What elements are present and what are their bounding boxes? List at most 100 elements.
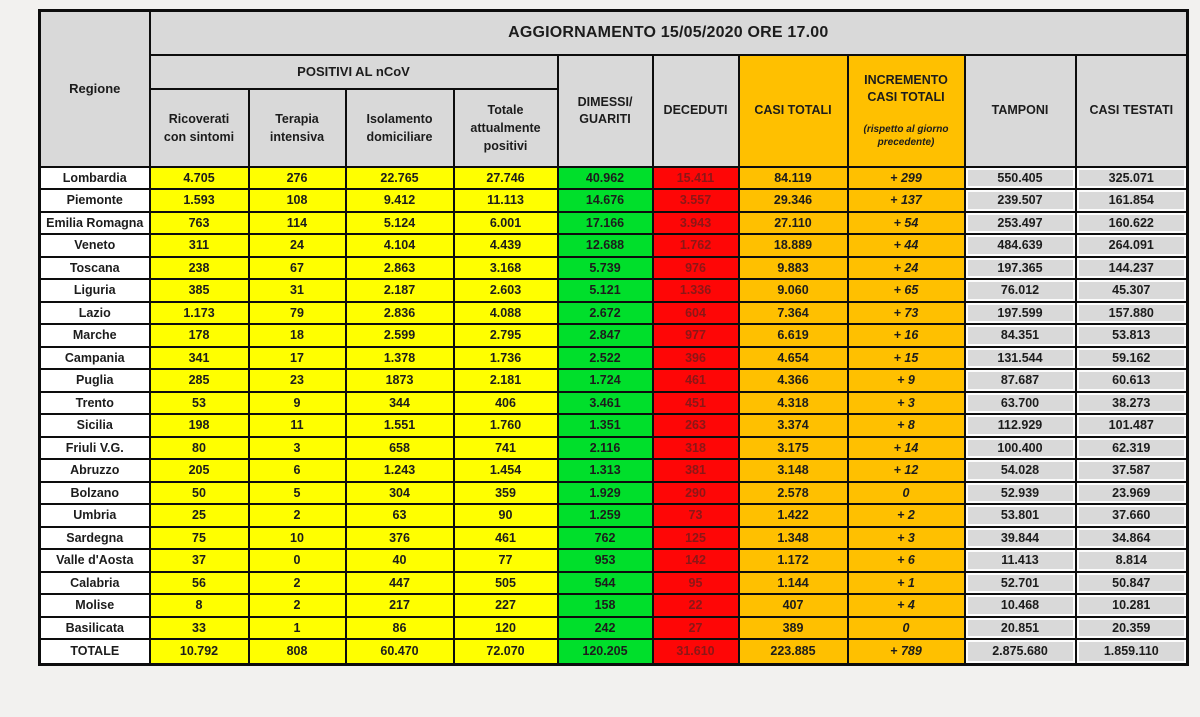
cell-deceduti: 451 xyxy=(651,390,740,416)
cell-isolamento: 2.863 xyxy=(344,255,455,281)
region-name-cell: Puglia xyxy=(38,368,151,393)
cell-incremento: + 12 xyxy=(846,458,966,483)
cell-ricoverati: 385 xyxy=(148,278,250,303)
cell-dimessi-guariti: 242 xyxy=(556,615,654,641)
cell-tamponi: 39.844 xyxy=(963,525,1077,551)
cell-terapia-intensiva: 276 xyxy=(247,165,347,191)
cell-totale-positivi: 77 xyxy=(452,548,559,573)
cell-totale-positivi: 2.181 xyxy=(452,368,559,393)
cell-isolamento: 1.243 xyxy=(344,458,455,483)
cell-casi-testati: 59.162 xyxy=(1074,345,1189,371)
cell-incremento: + 54 xyxy=(846,210,966,236)
cell-dimessi-guariti: 1.259 xyxy=(556,503,654,528)
column-header-isolamento: Isolamento domiciliare xyxy=(344,88,455,168)
cell-isolamento: 9.412 xyxy=(344,188,455,213)
cell-isolamento: 304 xyxy=(344,480,455,506)
region-name-cell: Abruzzo xyxy=(38,458,151,483)
cell-casi-testati: 144.237 xyxy=(1074,255,1189,281)
cell-dimessi-guariti: 1.929 xyxy=(556,480,654,506)
region-name-cell: Toscana xyxy=(38,255,151,281)
cell-tamponi: 63.700 xyxy=(963,390,1077,416)
cell-casi-testati: 60.613 xyxy=(1074,368,1189,393)
cell-incremento: + 6 xyxy=(846,548,966,573)
cell-dimessi-guariti: 2.522 xyxy=(556,345,654,371)
cell-ricoverati: 75 xyxy=(148,525,250,551)
cell-incremento: + 3 xyxy=(846,525,966,551)
cell-casi-totali: 1.172 xyxy=(737,548,849,573)
region-name-cell: Umbria xyxy=(38,503,151,528)
cell-dimessi-guariti: 1.313 xyxy=(556,458,654,483)
cell-totale-positivi: 359 xyxy=(452,480,559,506)
cell-deceduti: 604 xyxy=(651,300,740,326)
cell-isolamento: 60.470 xyxy=(344,638,455,666)
table-row: Sicilia 198 11 1.551 1.760 1.351 263 3.374 + 8 11… xyxy=(38,413,1189,438)
cell-deceduti: 22 xyxy=(651,593,740,618)
cell-deceduti: 381 xyxy=(651,458,740,483)
cell-tamponi: 484.639 xyxy=(963,233,1077,258)
table-row: Friuli V.G. 80 3 658 741 2.116 318 3.175 + 14 100… xyxy=(38,435,1189,461)
cell-totale-positivi: 1.736 xyxy=(452,345,559,371)
region-name-cell: Piemonte xyxy=(38,188,151,213)
cell-casi-testati: 160.622 xyxy=(1074,210,1189,236)
cell-isolamento: 447 xyxy=(344,570,455,596)
cell-terapia-intensiva: 18 xyxy=(247,323,347,348)
cell-incremento: + 16 xyxy=(846,323,966,348)
cell-isolamento: 86 xyxy=(344,615,455,641)
cell-tamponi: 54.028 xyxy=(963,458,1077,483)
cell-totale-positivi: 3.168 xyxy=(452,255,559,281)
cell-isolamento: 344 xyxy=(344,390,455,416)
cell-tamponi: 197.365 xyxy=(963,255,1077,281)
cell-totale-positivi: 1.454 xyxy=(452,458,559,483)
column-header-dimessi-guariti: DIMESSI/ GUARITI xyxy=(556,53,654,168)
table-row: Veneto 311 24 4.104 4.439 12.688 1.762 18.889 + … xyxy=(38,233,1189,258)
cell-deceduti: 27 xyxy=(651,615,740,641)
region-name-cell: Sardegna xyxy=(38,525,151,551)
cell-casi-totali: 6.619 xyxy=(737,323,849,348)
region-name-cell: Campania xyxy=(38,345,151,371)
region-name-cell: Lombardia xyxy=(38,165,151,191)
cell-dimessi-guariti: 3.461 xyxy=(556,390,654,416)
cell-ricoverati: 1.173 xyxy=(148,300,250,326)
table-row: Lombardia 4.705 276 22.765 27.746 40.962 15.41… xyxy=(38,165,1189,191)
cell-terapia-intensiva: 9 xyxy=(247,390,347,416)
cell-casi-totali: 4.366 xyxy=(737,368,849,393)
cell-terapia-intensiva: 79 xyxy=(247,300,347,326)
cell-isolamento: 1873 xyxy=(344,368,455,393)
cell-tamponi: 52.701 xyxy=(963,570,1077,596)
cell-dimessi-guariti: 5.121 xyxy=(556,278,654,303)
cell-deceduti: 125 xyxy=(651,525,740,551)
cell-terapia-intensiva: 2 xyxy=(247,593,347,618)
cell-terapia-intensiva: 67 xyxy=(247,255,347,281)
region-name-cell: Sicilia xyxy=(38,413,151,438)
cell-terapia-intensiva: 108 xyxy=(247,188,347,213)
cell-totale-positivi: 4.088 xyxy=(452,300,559,326)
cell-deceduti: 396 xyxy=(651,345,740,371)
cell-incremento: + 789 xyxy=(846,638,966,666)
cell-ricoverati: 1.593 xyxy=(148,188,250,213)
region-name-cell: Lazio xyxy=(38,300,151,326)
cell-tamponi: 253.497 xyxy=(963,210,1077,236)
cell-terapia-intensiva: 6 xyxy=(247,458,347,483)
cell-deceduti: 142 xyxy=(651,548,740,573)
cell-casi-totali: 9.060 xyxy=(737,278,849,303)
table-row: Abruzzo 205 6 1.243 1.454 1.313 381 3.148 + 12 54… xyxy=(38,458,1189,483)
cell-isolamento: 376 xyxy=(344,525,455,551)
table-row: Lazio 1.173 79 2.836 4.088 2.672 604 7.364 + 73 1… xyxy=(38,300,1189,326)
cell-casi-totali: 1.348 xyxy=(737,525,849,551)
table-row: Calabria 56 2 447 505 544 95 1.144 + 1 52.701 50.8… xyxy=(38,570,1189,596)
cell-isolamento: 5.124 xyxy=(344,210,455,236)
cell-deceduti: 976 xyxy=(651,255,740,281)
cell-dimessi-guariti: 40.962 xyxy=(556,165,654,191)
cell-incremento: + 1 xyxy=(846,570,966,596)
cell-dimessi-guariti: 544 xyxy=(556,570,654,596)
cell-ricoverati: 10.792 xyxy=(148,638,250,666)
cell-casi-totali: 2.578 xyxy=(737,480,849,506)
cell-incremento: + 3 xyxy=(846,390,966,416)
cell-ricoverati: 53 xyxy=(148,390,250,416)
cell-casi-testati: 62.319 xyxy=(1074,435,1189,461)
cell-totale-positivi: 1.760 xyxy=(452,413,559,438)
cell-casi-totali: 29.346 xyxy=(737,188,849,213)
cell-ricoverati: 50 xyxy=(148,480,250,506)
region-name-cell: Liguria xyxy=(38,278,151,303)
table-row: Valle d'Aosta 37 0 40 77 953 142 1.172 + 6 11.413… xyxy=(38,548,1189,573)
